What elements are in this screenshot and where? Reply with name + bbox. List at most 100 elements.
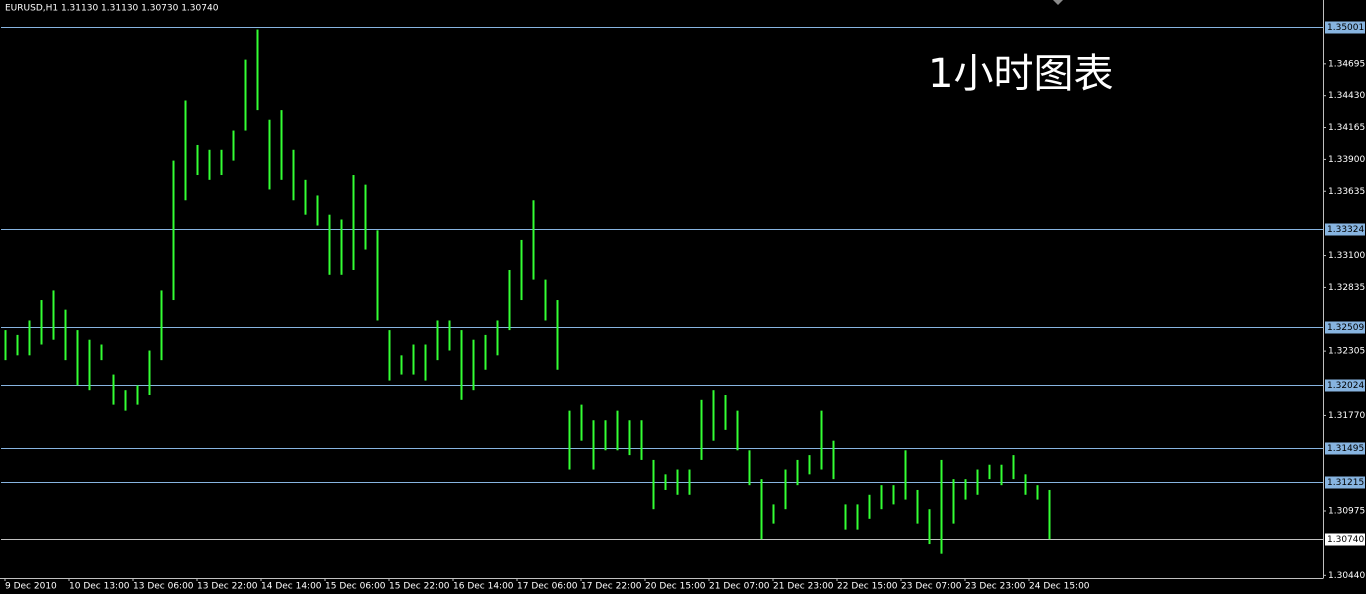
- x-tick-label: 22 Dec 15:00: [837, 582, 898, 592]
- price-bar: [1048, 489, 1051, 540]
- price-bar: [76, 330, 79, 386]
- y-tick-label: 1.32835: [1328, 283, 1365, 293]
- price-bar: [952, 479, 955, 524]
- price-bar: [496, 320, 499, 356]
- price-bar: [88, 339, 91, 391]
- price-bar: [700, 399, 703, 460]
- price-bar: [64, 309, 67, 361]
- price-bar: [892, 485, 895, 505]
- level-label: 1.32024: [1327, 381, 1364, 391]
- price-bar: [220, 149, 223, 176]
- price-bar: [376, 230, 379, 321]
- price-bar: [412, 344, 415, 375]
- price-bar: [940, 459, 943, 554]
- price-bar: [1000, 464, 1003, 486]
- shift-marker: [1053, 0, 1063, 5]
- level-label: 1.32509: [1327, 323, 1364, 333]
- price-bar: [628, 420, 631, 456]
- y-tick-label: 1.34430: [1328, 91, 1365, 101]
- price-bar: [640, 420, 643, 460]
- price-bar: [460, 330, 463, 400]
- price-bar: [340, 219, 343, 275]
- x-tick-label: 21 Dec 07:00: [709, 582, 770, 592]
- price-bar: [112, 374, 115, 405]
- price-bar: [436, 320, 439, 361]
- price-bar: [664, 474, 667, 490]
- price-bar: [604, 420, 607, 451]
- x-tick-label: 21 Dec 23:00: [773, 582, 834, 592]
- price-bar: [688, 469, 691, 495]
- price-bar: [448, 320, 451, 351]
- price-bar: [856, 504, 859, 530]
- x-tick-label: 14 Dec 14:00: [261, 582, 322, 592]
- price-bar: [544, 279, 547, 321]
- price-bar: [916, 489, 919, 524]
- price-bar: [208, 149, 211, 180]
- price-bar: [652, 459, 655, 510]
- price-bar: [160, 290, 163, 361]
- price-bar: [292, 149, 295, 201]
- chart-title: EURUSD,H1 1.31130 1.31130 1.30730 1.3074…: [5, 4, 219, 14]
- level-label-box: [1325, 321, 1365, 334]
- price-bar: [40, 300, 43, 345]
- price-bar: [736, 410, 739, 451]
- price-bar: [172, 160, 175, 301]
- x-tick-label: 13 Dec 22:00: [197, 582, 258, 592]
- price-bar: [748, 450, 751, 486]
- price-bar: [136, 385, 139, 405]
- x-tick-label: 16 Dec 14:00: [453, 582, 514, 592]
- price-bar: [148, 350, 151, 396]
- level-label: 1.31495: [1327, 444, 1364, 454]
- x-tick-label: 23 Dec 23:00: [965, 582, 1026, 592]
- level-label: 1.35001: [1327, 23, 1364, 33]
- price-bar: [184, 100, 187, 201]
- y-tick-label: 1.32305: [1328, 347, 1365, 357]
- price-bar: [556, 300, 559, 370]
- price-bar: [424, 344, 427, 381]
- price-bar: [508, 269, 511, 331]
- price-bar: [4, 330, 7, 361]
- price-bar: [904, 450, 907, 500]
- price-bar: [268, 119, 271, 190]
- price-bar: [868, 494, 871, 519]
- x-tick-label: 23 Dec 07:00: [901, 582, 962, 592]
- price-bar: [568, 410, 571, 470]
- level-label: 1.31215: [1327, 478, 1364, 488]
- x-tick-label: 24 Dec 15:00: [1029, 582, 1090, 592]
- price-bar: [1012, 455, 1015, 480]
- price-bar: [796, 459, 799, 486]
- annotation: 1小时图表: [928, 51, 1113, 97]
- price-bar: [328, 214, 331, 275]
- price-bar: [532, 200, 535, 280]
- y-tick-label: 1.30440: [1328, 571, 1365, 581]
- price-bar: [1036, 485, 1039, 500]
- price-bar: [100, 344, 103, 361]
- price-bar: [304, 179, 307, 215]
- x-tick-label: 15 Dec 06:00: [325, 582, 386, 592]
- price-bar: [484, 334, 487, 370]
- y-tick-label: 1.33100: [1328, 251, 1365, 261]
- price-bar: [1024, 474, 1027, 495]
- x-tick-label: 10 Dec 13:00: [69, 582, 130, 592]
- price-bar: [244, 59, 247, 131]
- price-bar: [928, 509, 931, 545]
- price-bar: [616, 410, 619, 451]
- price-bar: [724, 395, 727, 430]
- level-label-box: [1325, 379, 1365, 392]
- current-price-box: [1325, 533, 1365, 546]
- price-bar: [400, 355, 403, 375]
- price-bar: [976, 469, 979, 495]
- y-tick-label: 1.34695: [1328, 59, 1365, 69]
- price-bar: [592, 420, 595, 470]
- y-tick-label: 1.31770: [1328, 411, 1365, 421]
- price-bar: [280, 110, 283, 180]
- x-tick-label: 9 Dec 2010: [5, 582, 57, 592]
- price-bar: [352, 175, 355, 270]
- level-label: 1.33324: [1327, 225, 1364, 235]
- price-bar: [256, 29, 259, 111]
- y-tick-label: 1.33635: [1328, 187, 1365, 197]
- x-tick-label: 13 Dec 06:00: [133, 582, 194, 592]
- price-bar: [988, 464, 991, 480]
